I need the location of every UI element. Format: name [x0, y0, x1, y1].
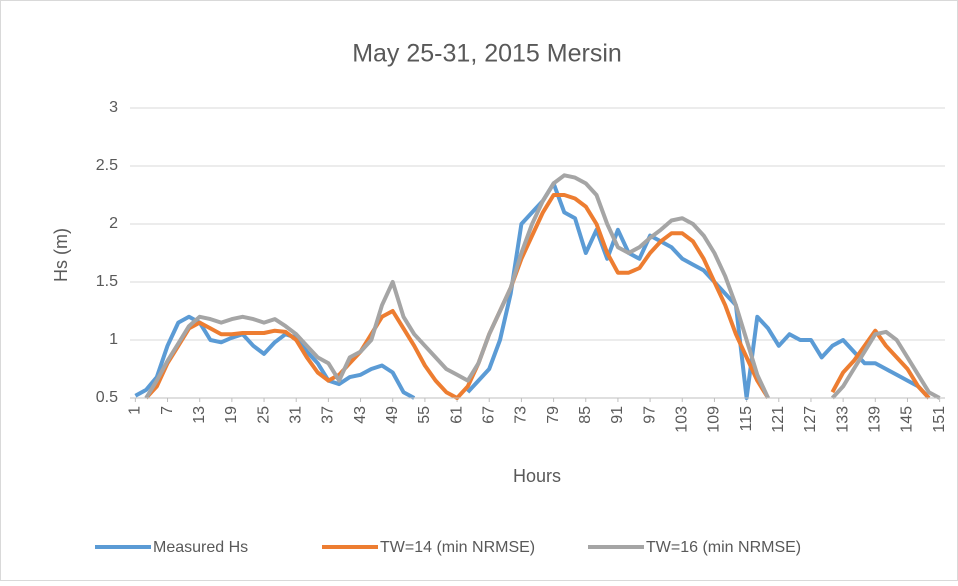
x-tick-label: 67	[480, 406, 497, 424]
x-tick-label: 7	[159, 406, 176, 415]
x-tick-label: 91	[609, 406, 626, 424]
legend-label: TW=14 (min NRMSE)	[380, 539, 535, 556]
x-tick-label: 49	[384, 406, 401, 424]
x-tick-label: 85	[577, 406, 594, 424]
x-tick-label: 109	[706, 406, 723, 433]
x-tick-label: 13	[191, 406, 208, 424]
y-tick-label: 1.5	[96, 273, 118, 290]
x-tick-label: 55	[416, 406, 433, 424]
x-tick-label: 19	[223, 406, 240, 424]
x-tick-label: 151	[931, 406, 948, 433]
y-axis-label: Hs (m)	[51, 228, 71, 282]
x-tick-label: 31	[287, 406, 304, 424]
x-tick-label: 37	[320, 406, 337, 424]
x-tick-label: 1	[127, 406, 144, 415]
y-tick-label: 0.5	[96, 389, 118, 406]
x-tick-label: 127	[802, 406, 819, 433]
x-tick-label: 97	[641, 406, 658, 424]
series-line	[144, 173, 941, 400]
legend-label: Measured Hs	[153, 539, 248, 556]
y-tick-label: 3	[109, 99, 118, 116]
y-tick-label: 2.5	[96, 157, 118, 174]
x-tick-label: 43	[352, 406, 369, 424]
x-tick-label: 79	[545, 406, 562, 424]
x-tick-label: 121	[770, 406, 787, 433]
x-tick-label: 145	[899, 406, 916, 433]
legend-label: TW=16 (min NRMSE)	[646, 539, 801, 556]
x-tick-label: 25	[255, 406, 272, 424]
x-tick-label: 103	[673, 406, 690, 433]
x-tick-label: 115	[738, 406, 755, 432]
x-tick-label: 139	[867, 406, 884, 433]
x-tick-label: 73	[513, 406, 530, 424]
y-tick-label: 1	[109, 331, 118, 348]
x-tick-label: 133	[834, 406, 851, 433]
x-tick-label: 61	[448, 406, 465, 424]
x-axis-label: Hours	[513, 466, 561, 486]
chart-title: May 25-31, 2015 Mersin	[352, 40, 622, 68]
y-tick-label: 2	[109, 215, 118, 232]
